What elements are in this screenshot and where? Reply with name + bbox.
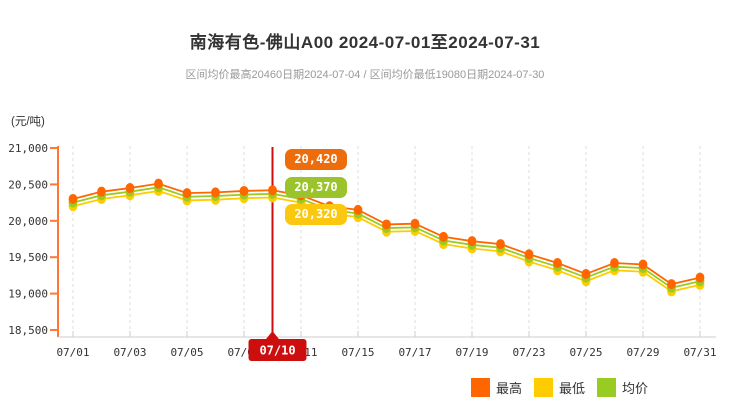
data-point[interactable]	[410, 218, 420, 229]
legend: 最高 最低 均价	[471, 378, 648, 397]
data-point[interactable]	[382, 219, 391, 230]
data-point[interactable]	[353, 204, 363, 215]
selected-date-badge-pointer-icon	[264, 331, 281, 341]
selected-point-tooltip: 20,420 20,370 20,320	[285, 149, 347, 225]
x-tick-label: 07/23	[512, 346, 545, 359]
data-point[interactable]	[182, 188, 192, 199]
x-tick-label: 07/29	[626, 346, 659, 359]
data-point[interactable]	[667, 279, 676, 290]
legend-swatch-high-icon	[471, 378, 490, 397]
chart-title: 南海有色-佛山A00 2024-07-01至2024-07-31	[189, 33, 541, 52]
data-point[interactable]	[467, 236, 477, 247]
data-point[interactable]	[211, 187, 220, 198]
tooltip-value-high: 20,420	[285, 149, 347, 170]
x-tick-label: 07/17	[398, 346, 431, 359]
data-point[interactable]	[524, 249, 534, 260]
x-tick-label: 07/05	[170, 346, 203, 359]
legend-label-low: 最低	[559, 381, 586, 396]
selected-date-badge	[248, 339, 307, 361]
data-point[interactable]	[154, 178, 163, 189]
data-point[interactable]	[68, 193, 78, 204]
data-point[interactable]	[581, 268, 591, 279]
data-point[interactable]	[496, 239, 505, 250]
legend-item-high[interactable]: 最高	[471, 378, 522, 397]
selected-date-badge-label: 07/10	[259, 344, 295, 358]
data-point[interactable]	[610, 258, 619, 269]
x-tick-label: 07/15	[341, 346, 374, 359]
legend-swatch-avg-icon	[597, 378, 617, 397]
x-tick-label: 07/03	[113, 346, 146, 359]
y-tick-label: 19,000	[8, 288, 48, 301]
tooltip-value-avg: 20,370	[285, 176, 347, 198]
x-tick-label: 07/31	[683, 346, 716, 359]
series-line	[72, 190, 701, 293]
data-point[interactable]	[553, 258, 562, 269]
legend-swatch-low-icon	[534, 378, 554, 397]
x-tick-label: 07/01	[56, 346, 89, 359]
data-point[interactable]	[239, 185, 249, 196]
y-tick-label: 19,500	[8, 251, 48, 264]
y-tick-label: 21,000	[8, 142, 48, 155]
legend-label-high: 最高	[496, 381, 523, 396]
data-point[interactable]	[125, 183, 135, 194]
data-point[interactable]	[439, 231, 448, 242]
y-axis-unit-label: (元/吨)	[11, 116, 45, 128]
data-point[interactable]	[695, 272, 705, 283]
legend-label-avg: 均价	[622, 381, 649, 396]
y-tick-label: 20,500	[8, 178, 48, 191]
chart-subtitle: 区间均价最高20460日期2024-07-04 / 区间均价最低19080日期2…	[185, 69, 545, 81]
data-point[interactable]	[638, 259, 648, 270]
x-tick-label: 07/19	[455, 346, 488, 359]
y-tick-label: 20,000	[8, 215, 48, 228]
data-point[interactable]	[268, 185, 277, 196]
y-tick-label: 18,500	[8, 324, 48, 337]
x-tick-label: 07/25	[569, 346, 602, 359]
legend-item-low[interactable]: 最低	[534, 378, 585, 397]
data-point[interactable]	[97, 186, 106, 197]
tooltip-value-low: 20,320	[285, 204, 347, 225]
legend-item-avg[interactable]: 均价	[597, 378, 648, 397]
